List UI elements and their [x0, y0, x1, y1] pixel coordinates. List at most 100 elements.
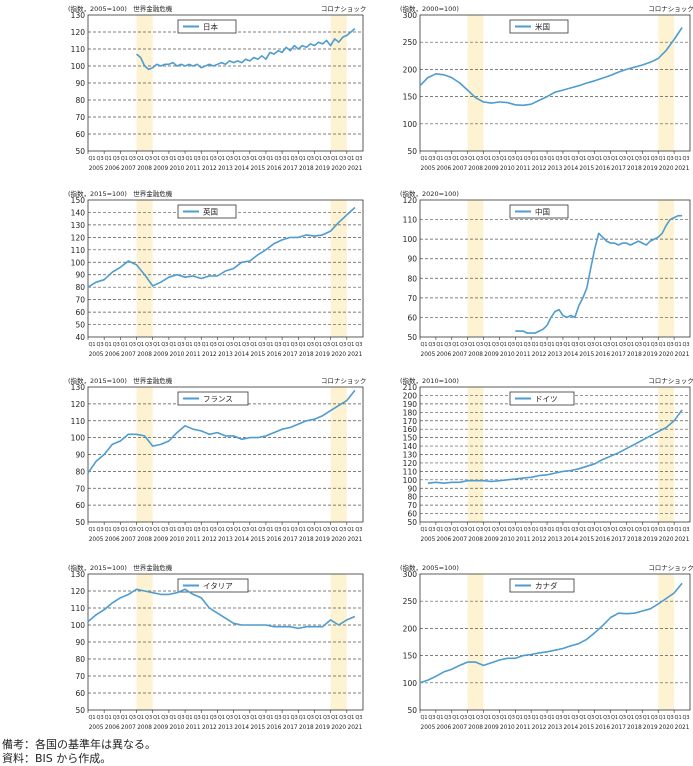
- x-year-label: 2021: [675, 166, 690, 172]
- x-quarter-label: Q1: [137, 156, 144, 162]
- x-year-label: 2007: [121, 166, 136, 172]
- x-quarter-label: Q1: [218, 715, 225, 721]
- x-quarter-label: Q1: [315, 156, 322, 162]
- x-quarter-label: Q1: [331, 527, 338, 533]
- x-quarter-label: Q1: [547, 715, 554, 721]
- x-quarter-label: Q3: [555, 715, 562, 721]
- x-quarter-label: Q3: [460, 156, 467, 162]
- x-year-label: 2006: [105, 537, 120, 543]
- x-quarter-label: Q3: [508, 527, 515, 533]
- unit-label: (指数，2020=100): [400, 189, 459, 198]
- x-quarter-label: Q1: [266, 156, 273, 162]
- x-quarter-label: Q1: [121, 715, 128, 721]
- x-quarter-label: Q3: [651, 527, 658, 533]
- x-quarter-label: Q1: [105, 715, 112, 721]
- x-quarter-label: Q1: [436, 527, 443, 533]
- x-quarter-label: Q1: [611, 342, 618, 348]
- x-year-label: 2020: [331, 537, 346, 543]
- x-year-label: 2011: [516, 352, 531, 358]
- y-tick-label: 130: [71, 221, 86, 230]
- x-quarter-label: Q1: [234, 527, 241, 533]
- y-tick-label: 50: [407, 706, 417, 715]
- x-quarter-label: Q3: [667, 156, 674, 162]
- x-quarter-label: Q1: [347, 342, 354, 348]
- x-year-label: 2020: [659, 352, 674, 358]
- x-year-label: 2006: [436, 166, 451, 172]
- x-quarter-label: Q1: [452, 715, 459, 721]
- x-quarter-label: Q1: [121, 342, 128, 348]
- y-tick-label: 50: [75, 321, 85, 330]
- x-quarter-label: Q1: [643, 156, 650, 162]
- x-quarter-label: Q3: [226, 156, 233, 162]
- x-quarter-label: Q1: [347, 715, 354, 721]
- x-year-label: 2010: [170, 725, 185, 731]
- x-year-label: 2016: [595, 352, 610, 358]
- x-quarter-label: Q1: [611, 527, 618, 533]
- x-year-label: 2017: [283, 352, 298, 358]
- x-quarter-label: Q3: [603, 715, 610, 721]
- annotation-financial-crisis: 世界金融危機: [133, 4, 173, 13]
- x-quarter-label: Q1: [153, 156, 160, 162]
- x-year-label: 2011: [516, 166, 531, 172]
- x-quarter-label: Q1: [137, 715, 144, 721]
- x-quarter-label: Q1: [532, 342, 539, 348]
- y-tick-label: 120: [403, 459, 418, 468]
- annotation-corona-shock: コロナショック: [648, 564, 693, 572]
- x-year-label: 2014: [563, 352, 578, 358]
- unit-label: (指数，2015=100): [68, 189, 127, 198]
- x-year-label: 2010: [170, 352, 185, 358]
- x-quarter-label: Q3: [428, 527, 435, 533]
- x-quarter-label: Q3: [635, 342, 642, 348]
- x-quarter-label: Q1: [218, 156, 225, 162]
- x-quarter-label: Q1: [595, 715, 602, 721]
- y-tick-label: 80: [75, 283, 85, 292]
- x-quarter-label: Q3: [323, 527, 330, 533]
- x-quarter-label: Q3: [682, 715, 689, 721]
- x-year-label: 2007: [121, 725, 136, 731]
- x-quarter-label: Q1: [283, 156, 290, 162]
- x-quarter-label: Q3: [508, 342, 515, 348]
- x-year-label: 2010: [500, 166, 515, 172]
- legend-label: ドイツ: [535, 395, 558, 404]
- x-quarter-label: Q3: [210, 527, 217, 533]
- x-quarter-label: Q3: [226, 715, 233, 721]
- x-year-label: 2011: [516, 725, 531, 731]
- y-tick-label: 50: [75, 147, 85, 156]
- x-quarter-label: Q3: [682, 527, 689, 533]
- x-year-label: 2012: [532, 725, 547, 731]
- x-quarter-label: Q3: [210, 342, 217, 348]
- x-quarter-label: Q1: [234, 342, 241, 348]
- x-year-label: 2018: [627, 537, 642, 543]
- x-year-label: 2019: [315, 725, 330, 731]
- x-quarter-label: Q1: [563, 156, 570, 162]
- x-quarter-label: Q3: [651, 715, 658, 721]
- x-quarter-label: Q3: [619, 342, 626, 348]
- x-year-label: 2016: [267, 166, 282, 172]
- x-quarter-label: Q3: [603, 342, 610, 348]
- x-quarter-label: Q3: [571, 342, 578, 348]
- y-tick-label: 80: [407, 274, 417, 283]
- y-tick-label: 90: [75, 271, 85, 280]
- x-quarter-label: Q3: [571, 527, 578, 533]
- x-quarter-label: Q3: [145, 527, 152, 533]
- x-quarter-label: Q3: [113, 156, 120, 162]
- x-quarter-label: Q3: [161, 527, 168, 533]
- x-year-label: 2010: [500, 725, 515, 731]
- plot-frame: [87, 199, 364, 338]
- x-quarter-label: Q3: [571, 715, 578, 721]
- y-tick-label: 160: [403, 425, 418, 434]
- y-tick-label: 140: [71, 208, 86, 217]
- x-quarter-label: Q3: [476, 156, 483, 162]
- x-year-label: 2013: [548, 352, 563, 358]
- x-quarter-label: Q3: [540, 715, 547, 721]
- x-year-label: 2012: [532, 166, 547, 172]
- x-year-label: 2013: [218, 725, 233, 731]
- x-year-label: 2018: [627, 166, 642, 172]
- x-quarter-label: Q1: [283, 342, 290, 348]
- x-quarter-label: Q3: [555, 527, 562, 533]
- y-tick-label: 80: [75, 467, 85, 476]
- y-tick-label: 300: [403, 570, 418, 579]
- x-year-label: 2009: [153, 352, 168, 358]
